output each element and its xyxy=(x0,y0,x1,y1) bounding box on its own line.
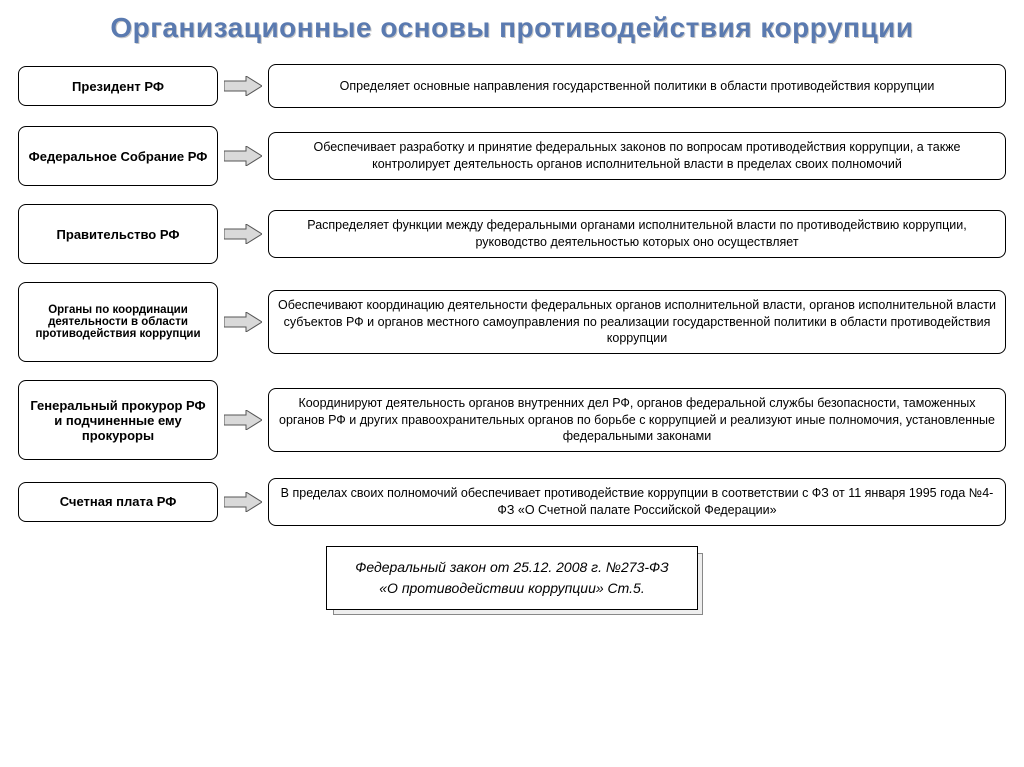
row-accounts-chamber: Счетная плата РФ В пределах своих полном… xyxy=(18,478,1006,526)
arrow-icon xyxy=(224,223,262,245)
row-president: Президент РФ Определяет основные направл… xyxy=(18,64,1006,108)
left-box: Президент РФ xyxy=(18,66,218,106)
arrow-icon xyxy=(224,145,262,167)
left-box: Органы по координации деятельности в обл… xyxy=(18,282,218,362)
left-box: Счетная плата РФ xyxy=(18,482,218,522)
row-government: Правительство РФ Распределяет функции ме… xyxy=(18,204,1006,264)
arrow-icon xyxy=(224,491,262,513)
left-box: Федеральное Собрание РФ xyxy=(18,126,218,186)
footer-line1: Федеральный закон от 25.12. 2008 г. №273… xyxy=(355,557,669,578)
arrow-icon xyxy=(224,311,262,333)
row-coordination-bodies: Органы по координации деятельности в обл… xyxy=(18,282,1006,362)
right-box: Определяет основные направления государс… xyxy=(268,64,1006,108)
footer-law-reference: Федеральный закон от 25.12. 2008 г. №273… xyxy=(326,546,698,610)
footer-line2: «О противодействии коррупции» Ст.5. xyxy=(355,578,669,599)
row-prosecutor-general: Генеральный прокурор РФ и подчиненные ем… xyxy=(18,380,1006,460)
page-title: Организационные основы противодействия к… xyxy=(18,12,1006,44)
right-box: Обеспечивают координацию деятельности фе… xyxy=(268,290,1006,355)
arrow-icon xyxy=(224,75,262,97)
left-box: Правительство РФ xyxy=(18,204,218,264)
right-box: Распределяет функции между федеральными … xyxy=(268,210,1006,258)
right-box: Обеспечивает разработку и принятие федер… xyxy=(268,132,1006,180)
right-box: Координируют деятельность органов внутре… xyxy=(268,388,1006,453)
right-box: В пределах своих полномочий обеспечивает… xyxy=(268,478,1006,526)
diagram-rows: Президент РФ Определяет основные направл… xyxy=(18,64,1006,526)
arrow-icon xyxy=(224,409,262,431)
left-box: Генеральный прокурор РФ и подчиненные ем… xyxy=(18,380,218,460)
row-federal-assembly: Федеральное Собрание РФ Обеспечивает раз… xyxy=(18,126,1006,186)
footer-container: Федеральный закон от 25.12. 2008 г. №273… xyxy=(18,546,1006,610)
